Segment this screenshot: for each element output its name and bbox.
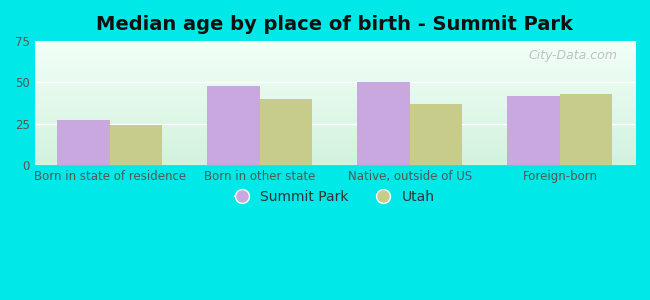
Bar xyxy=(207,86,260,165)
Bar xyxy=(560,94,612,165)
Bar xyxy=(358,82,410,165)
Bar xyxy=(260,99,313,165)
Text: City-Data.com: City-Data.com xyxy=(528,50,617,62)
Bar xyxy=(57,120,110,165)
Title: Median age by place of birth - Summit Park: Median age by place of birth - Summit Pa… xyxy=(96,15,573,34)
Bar xyxy=(508,96,560,165)
Bar xyxy=(410,104,462,165)
Bar xyxy=(110,125,162,165)
Legend: Summit Park, Utah: Summit Park, Utah xyxy=(229,185,440,210)
